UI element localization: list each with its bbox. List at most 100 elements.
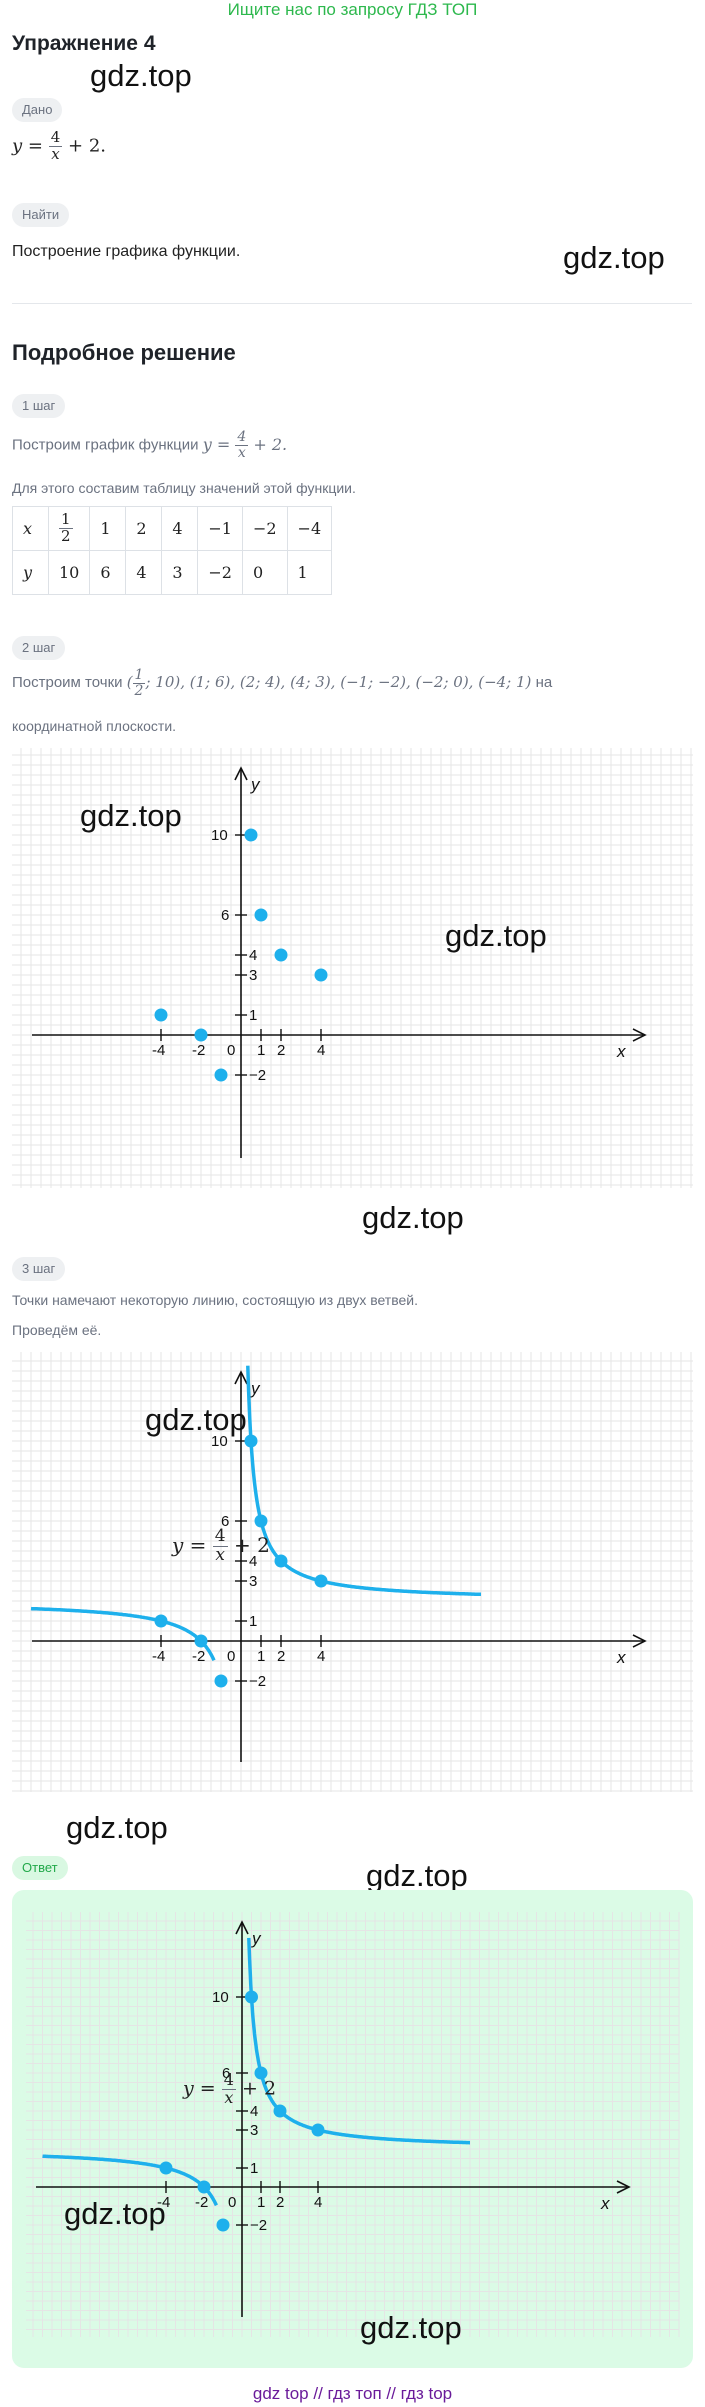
y-tick-label: 3 — [250, 2122, 258, 2139]
x-tick-label: 4 — [317, 1042, 325, 1059]
x-tick-label: -4 — [152, 1042, 165, 1059]
step3-text1: Точки намечают некоторую линию, состоящу… — [12, 1292, 418, 1308]
y-tick-label: 6 — [221, 1513, 229, 1530]
y-tick-label: 10 — [212, 1989, 229, 2006]
y-tick-label: 1 — [250, 2160, 258, 2177]
x-axis-arrow — [616, 2180, 631, 2194]
data-point — [254, 2066, 268, 2080]
y-axis-label: y — [250, 1379, 261, 1398]
x-tick-label: 4 — [314, 2194, 322, 2211]
y-tick-label: 3 — [249, 967, 257, 984]
x-tick-label: -2 — [192, 1042, 205, 1059]
data-point — [197, 2180, 211, 2194]
y-tick-label: −2 — [249, 1673, 266, 1690]
footer-link[interactable]: gdz top — [252, 2384, 309, 2403]
watermark: gdz.top — [360, 2310, 462, 2345]
data-point — [214, 1674, 228, 1688]
data-point — [311, 2123, 325, 2137]
curve-right-branch — [247, 1937, 471, 2145]
x-axis-label: x — [600, 2194, 610, 2213]
table-cell: −1 — [197, 506, 243, 551]
watermark: gdz.top — [64, 2196, 166, 2231]
watermark: gdz.top — [362, 1200, 464, 1235]
step2-chip: 2 шаг — [12, 636, 66, 660]
data-point — [274, 948, 288, 962]
divider — [12, 303, 692, 304]
data-point — [194, 1028, 208, 1042]
data-point — [314, 1574, 328, 1588]
x-axis-label: x — [616, 1648, 626, 1667]
curve-left-branch — [30, 1606, 216, 1662]
watermark: gdz.top — [445, 918, 547, 953]
table-cell: y — [12, 550, 49, 595]
data-point — [159, 2161, 173, 2175]
table-cell: x — [12, 506, 49, 551]
table-cell: 6 — [89, 550, 127, 595]
x-tick-label: 0 — [228, 2194, 236, 2211]
data-point — [154, 1614, 168, 1628]
y-tick-label: −2 — [250, 2217, 267, 2234]
step2-text2: координатной плоскости. — [12, 718, 177, 734]
table-cell: 4 — [125, 550, 163, 595]
y-tick-label: 3 — [249, 1573, 257, 1590]
y-tick-label: 4 — [250, 2103, 258, 2120]
grid — [26, 1912, 680, 2337]
footer-link[interactable]: гдз top — [400, 2384, 453, 2403]
y-axis-label: y — [250, 775, 261, 794]
y-tick-label: 4 — [249, 947, 257, 964]
y-tick-label: 6 — [221, 907, 229, 924]
data-point — [214, 1068, 228, 1082]
table-cell: 2 — [125, 506, 163, 551]
search-banner[interactable]: Ищите нас по запросу ГДЗ ТОП — [227, 0, 478, 19]
watermark: gdz.top — [90, 58, 192, 93]
data-point — [314, 968, 328, 982]
y-axis-arrow — [234, 1370, 248, 1385]
table-row: y 10 6 4 3 −2 0 1 — [12, 550, 333, 595]
x-tick-label: 1 — [257, 1042, 265, 1059]
y-axis-arrow — [235, 1920, 249, 1935]
table-cell: −2 — [241, 506, 288, 551]
footer-link[interactable]: гдз топ — [327, 2384, 382, 2403]
table-cell: −2 — [197, 550, 243, 595]
exercise-title: Упражнение 4 — [12, 32, 156, 55]
watermark: gdz.top — [80, 798, 182, 833]
data-point — [254, 908, 268, 922]
table-cell: 1 — [89, 506, 127, 551]
data-point — [216, 2218, 230, 2232]
y-tick-label: 1 — [249, 1613, 257, 1630]
step3-chip: 3 шаг — [12, 1257, 66, 1281]
y-tick-label: 4 — [249, 1553, 257, 1570]
y-tick-label: 10 — [211, 827, 228, 844]
step2-text: Построим точки (1 2; 10), (1; 6), (2; 4),… — [12, 667, 553, 699]
table-cell: 1 — [286, 550, 333, 595]
watermark: gdz.top — [366, 1858, 468, 1893]
data-point — [194, 1634, 208, 1648]
table-cell: 4 — [161, 506, 199, 551]
x-tick-label: 1 — [257, 2194, 265, 2211]
data-point — [274, 1554, 288, 1568]
x-tick-label: 0 — [227, 1648, 235, 1665]
data-point — [245, 1990, 258, 2004]
answer-box — [12, 1890, 693, 2368]
y-tick-label: 10 — [211, 1433, 228, 1450]
data-point — [154, 1008, 168, 1022]
x-tick-label: -4 — [157, 2194, 170, 2211]
grid — [12, 1352, 693, 1792]
x-tick-label: 4 — [317, 1648, 325, 1665]
x-tick-label: 0 — [227, 1042, 235, 1059]
curve-right-branch — [246, 1365, 481, 1597]
x-tick-label: 2 — [276, 2194, 284, 2211]
y-tick-label: 1 — [249, 1007, 257, 1024]
given-chip: Дано — [12, 98, 63, 122]
watermark: gdz.top — [563, 240, 665, 275]
table-cell: 3 — [161, 550, 199, 595]
